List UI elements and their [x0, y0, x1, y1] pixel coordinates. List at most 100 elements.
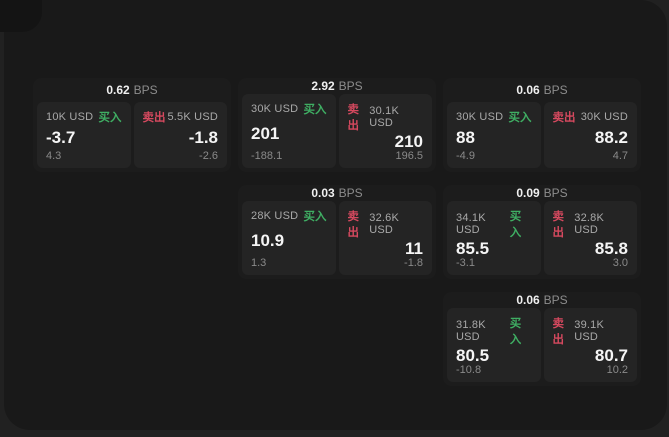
buy-panel-header: 31.8K USD 买入	[456, 315, 532, 347]
buy-price: 85.5	[456, 239, 490, 258]
sell-panel-header: 卖出 32.6K USD	[348, 208, 424, 240]
buy-amount: 30K USD	[251, 103, 299, 115]
sell-price: 88.2	[594, 128, 628, 147]
buy-amount: 10K USD	[46, 111, 94, 123]
buy-quote-panel[interactable]: 10K USD 买入 -3.7 4.3	[37, 102, 131, 168]
quote-card: 0.03 BPS 28K USD 买入 10.9 1.3 卖出 32.6K US…	[238, 185, 436, 279]
sell-price: -1.8	[188, 128, 218, 147]
bps-unit-label: BPS	[543, 186, 568, 200]
sell-panel-header: 卖出 30K USD	[553, 109, 629, 125]
sell-delta: -1.8	[404, 257, 423, 269]
buy-panel-header: 28K USD 买入	[251, 208, 327, 224]
buy-tag: 买入	[303, 211, 327, 223]
sell-amount: 32.8K USD	[574, 212, 604, 236]
card-spread-header: 0.06 BPS	[447, 78, 637, 102]
bps-unit-label: BPS	[338, 186, 363, 200]
card-body: 31.8K USD 买入 80.5 -10.8 卖出 39.1K USD 80.…	[447, 308, 637, 382]
sell-amount: 30K USD	[580, 111, 628, 123]
buy-quote-panel[interactable]: 31.8K USD 买入 80.5 -10.8	[447, 308, 541, 382]
buy-price: 201	[251, 124, 280, 143]
sell-tag: 卖出	[142, 112, 166, 124]
buy-price: 88	[456, 128, 475, 147]
sell-price: 80.7	[594, 346, 628, 365]
card-body: 30K USD 买入 88 -4.9 卖出 30K USD 88.2 4.7	[447, 102, 637, 168]
sell-delta: 3.0	[612, 257, 628, 269]
sell-quote-panel[interactable]: 卖出 30.1K USD 210 196.5	[338, 94, 432, 168]
buy-tag: 买入	[508, 112, 532, 124]
sell-quote-panel[interactable]: 卖出 39.1K USD 80.7 10.2	[543, 308, 637, 382]
sell-delta: 196.5	[395, 150, 423, 162]
bps-value: 0.06	[516, 293, 540, 307]
bps-value: 2.92	[311, 79, 335, 93]
sell-price: 11	[405, 239, 423, 258]
buy-delta: -3.1	[456, 257, 475, 269]
buy-amount: 31.8K USD	[456, 319, 486, 343]
sell-panel-header: 卖出 5.5K USD	[143, 109, 219, 125]
bps-value: 0.09	[516, 186, 540, 200]
sell-tag: 卖出	[552, 211, 565, 239]
sell-tag: 卖出	[552, 318, 565, 346]
buy-tag: 买入	[509, 318, 522, 346]
sell-quote-panel[interactable]: 卖出 32.6K USD 11 -1.8	[338, 201, 432, 275]
sell-delta: 10.2	[606, 364, 628, 376]
sell-tag: 卖出	[347, 211, 360, 239]
quote-card: 0.06 BPS 31.8K USD 买入 80.5 -10.8 卖出 39.1…	[443, 292, 641, 386]
card-spread-header: 0.03 BPS	[242, 185, 432, 201]
sell-price: 210	[394, 132, 423, 151]
buy-price: 80.5	[456, 346, 490, 365]
buy-tag: 买入	[303, 104, 327, 116]
sell-panel-header: 卖出 32.8K USD	[553, 208, 629, 240]
buy-quote-panel[interactable]: 34.1K USD 买入 85.5 -3.1	[447, 201, 541, 275]
buy-delta: -4.9	[456, 150, 475, 162]
bps-unit-label: BPS	[543, 293, 568, 307]
sell-panel-header: 卖出 30.1K USD	[348, 101, 424, 133]
buy-panel-header: 30K USD 买入	[251, 101, 327, 117]
buy-quote-panel[interactable]: 30K USD 买入 88 -4.9	[447, 102, 541, 168]
card-spread-header: 0.62 BPS	[37, 78, 227, 102]
buy-delta: 4.3	[46, 150, 62, 162]
buy-amount: 28K USD	[251, 210, 299, 222]
quote-card: 0.06 BPS 30K USD 买入 88 -4.9 卖出 30K USD 8…	[443, 78, 641, 172]
sell-delta: -2.6	[199, 150, 218, 162]
bps-unit-label: BPS	[133, 83, 158, 97]
buy-quote-panel[interactable]: 28K USD 买入 10.9 1.3	[242, 201, 336, 275]
top-left-corner-chip	[0, 0, 42, 32]
buy-price: -3.7	[46, 128, 76, 147]
bps-unit-label: BPS	[338, 79, 363, 93]
buy-price: 10.9	[251, 231, 285, 250]
buy-panel-header: 34.1K USD 买入	[456, 208, 532, 240]
buy-panel-header: 30K USD 买入	[456, 109, 532, 125]
card-spread-header: 0.06 BPS	[447, 292, 637, 308]
sell-quote-panel[interactable]: 卖出 32.8K USD 85.8 3.0	[543, 201, 637, 275]
sell-amount: 30.1K USD	[369, 105, 399, 129]
buy-delta: -10.8	[456, 364, 482, 376]
sell-tag: 卖出	[347, 104, 360, 132]
sell-amount: 32.6K USD	[369, 212, 399, 236]
card-body: 34.1K USD 买入 85.5 -3.1 卖出 32.8K USD 85.8…	[447, 201, 637, 275]
card-spread-header: 0.09 BPS	[447, 185, 637, 201]
bps-value: 0.03	[311, 186, 335, 200]
app-window: 0.62 BPS 10K USD 买入 -3.7 4.3 卖出 5.5K USD…	[4, 0, 667, 430]
quote-card: 2.92 BPS 30K USD 买入 201 -188.1 卖出 30.1K …	[238, 78, 436, 172]
bps-value: 0.06	[516, 83, 540, 97]
sell-delta: 4.7	[612, 150, 628, 162]
buy-tag: 买入	[509, 211, 522, 239]
buy-delta: -188.1	[251, 150, 283, 162]
card-body: 30K USD 买入 201 -188.1 卖出 30.1K USD 210 1…	[242, 94, 432, 168]
sell-tag: 卖出	[552, 112, 576, 124]
buy-delta: 1.3	[251, 257, 267, 269]
sell-quote-panel[interactable]: 卖出 30K USD 88.2 4.7	[543, 102, 637, 168]
buy-amount: 34.1K USD	[456, 212, 486, 236]
bps-value: 0.62	[106, 83, 130, 97]
quote-card: 0.62 BPS 10K USD 买入 -3.7 4.3 卖出 5.5K USD…	[33, 78, 231, 172]
sell-panel-header: 卖出 39.1K USD	[553, 315, 629, 347]
sell-quote-panel[interactable]: 卖出 5.5K USD -1.8 -2.6	[133, 102, 227, 168]
buy-panel-header: 10K USD 买入	[46, 109, 122, 125]
card-spread-header: 2.92 BPS	[242, 78, 432, 94]
sell-amount: 5.5K USD	[167, 111, 218, 123]
card-body: 28K USD 买入 10.9 1.3 卖出 32.6K USD 11 -1.8	[242, 201, 432, 275]
buy-quote-panel[interactable]: 30K USD 买入 201 -188.1	[242, 94, 336, 168]
buy-amount: 30K USD	[456, 111, 504, 123]
bps-unit-label: BPS	[543, 83, 568, 97]
sell-amount: 39.1K USD	[574, 319, 604, 343]
